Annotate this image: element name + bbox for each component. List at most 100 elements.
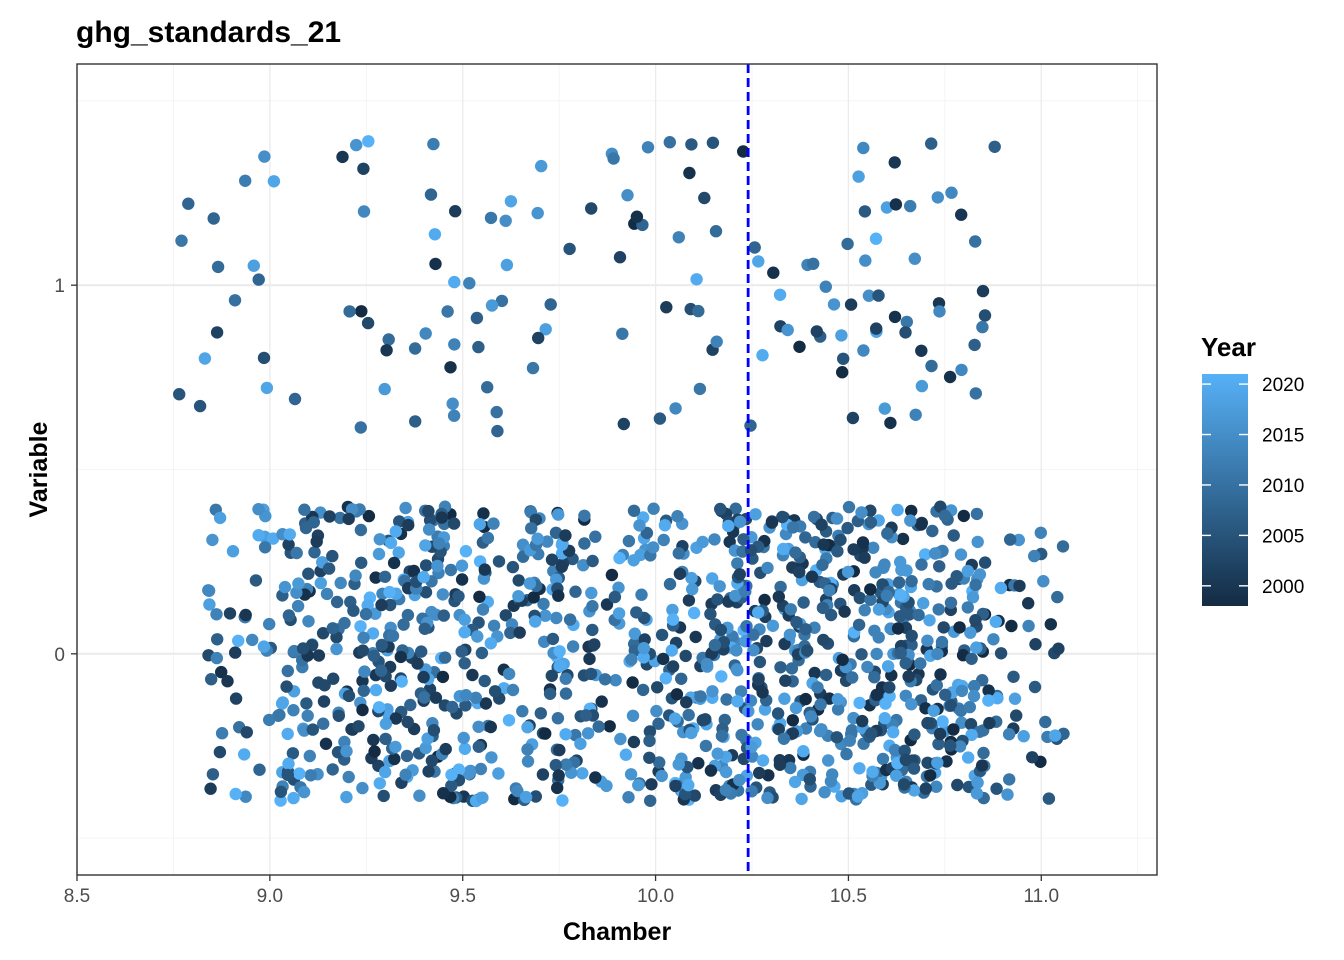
- data-point: [915, 379, 929, 393]
- data-point: [1008, 692, 1022, 705]
- data-point: [689, 630, 702, 644]
- data-point: [267, 175, 281, 188]
- data-point: [930, 679, 943, 692]
- data-point: [383, 585, 396, 599]
- data-point: [626, 709, 640, 722]
- data-point: [589, 530, 602, 543]
- data-point: [263, 617, 276, 631]
- data-point: [326, 622, 339, 635]
- data-point: [778, 637, 791, 651]
- data-point: [776, 510, 789, 524]
- data-point: [915, 558, 928, 571]
- data-point: [836, 366, 849, 379]
- data-point: [799, 623, 812, 636]
- data-point: [786, 714, 799, 727]
- data-point: [706, 685, 719, 698]
- data-point: [793, 340, 806, 353]
- data-point: [731, 695, 744, 708]
- data-point: [559, 687, 573, 700]
- data-point: [553, 645, 566, 658]
- data-point: [772, 590, 785, 603]
- data-point: [395, 675, 408, 688]
- data-point: [671, 510, 684, 523]
- data-point: [612, 607, 626, 620]
- data-point: [506, 683, 520, 697]
- data-point: [574, 737, 587, 750]
- data-point: [379, 732, 392, 746]
- data-point: [817, 633, 830, 647]
- data-point: [211, 633, 224, 646]
- data-point: [1048, 729, 1062, 742]
- data-point: [210, 651, 223, 665]
- data-point: [982, 694, 995, 707]
- data-point: [1051, 590, 1064, 604]
- data-point: [343, 305, 356, 318]
- data-point: [419, 559, 433, 572]
- data-point: [905, 698, 918, 711]
- data-point: [774, 580, 787, 594]
- data-point: [1037, 575, 1050, 588]
- data-point: [458, 742, 472, 755]
- data-point: [818, 786, 831, 799]
- data-point: [478, 674, 491, 688]
- data-point: [758, 703, 772, 716]
- data-point: [682, 708, 695, 722]
- data-point: [276, 696, 289, 709]
- data-point: [799, 692, 812, 706]
- data-point: [215, 665, 228, 679]
- data-point: [836, 653, 849, 666]
- data-point: [281, 664, 294, 678]
- data-point: [627, 735, 641, 749]
- data-point: [302, 615, 315, 628]
- data-point: [422, 523, 436, 536]
- data-point: [733, 568, 746, 581]
- data-point: [619, 748, 633, 761]
- data-point: [737, 533, 750, 546]
- data-point: [529, 615, 542, 628]
- data-point: [455, 645, 468, 658]
- data-point: [931, 756, 944, 769]
- data-point: [389, 712, 403, 725]
- data-point: [556, 794, 569, 807]
- data-point: [581, 727, 595, 740]
- data-point: [274, 785, 288, 798]
- data-point: [881, 527, 894, 540]
- data-point: [857, 141, 870, 155]
- data-point: [939, 688, 952, 701]
- data-point: [715, 670, 728, 683]
- data-point: [369, 683, 383, 697]
- data-point: [900, 564, 913, 577]
- data-point: [521, 743, 534, 756]
- data-point: [971, 776, 984, 789]
- data-point: [690, 273, 703, 286]
- data-point: [204, 782, 217, 795]
- data-point: [870, 322, 883, 335]
- data-point: [578, 509, 591, 522]
- data-point: [650, 704, 663, 718]
- data-point: [672, 547, 685, 560]
- data-point: [551, 781, 564, 795]
- data-point: [687, 606, 701, 620]
- data-point: [905, 575, 918, 588]
- data-point: [653, 412, 667, 425]
- legend-label: 2015: [1262, 426, 1304, 447]
- data-point: [258, 541, 272, 554]
- data-point: [640, 526, 654, 540]
- data-point: [917, 597, 930, 610]
- data-point: [173, 388, 186, 401]
- data-point: [672, 758, 685, 771]
- data-point: [893, 610, 907, 623]
- data-point: [586, 623, 599, 637]
- data-point: [789, 701, 803, 715]
- data-point: [693, 382, 707, 396]
- data-point: [853, 591, 866, 605]
- data-point: [484, 211, 498, 225]
- data-point: [636, 683, 650, 697]
- data-point: [937, 621, 950, 634]
- data-point: [457, 731, 470, 745]
- data-point: [263, 713, 276, 727]
- data-point: [947, 529, 960, 542]
- data-point: [622, 791, 635, 804]
- data-point: [864, 516, 878, 529]
- data-point: [652, 717, 665, 730]
